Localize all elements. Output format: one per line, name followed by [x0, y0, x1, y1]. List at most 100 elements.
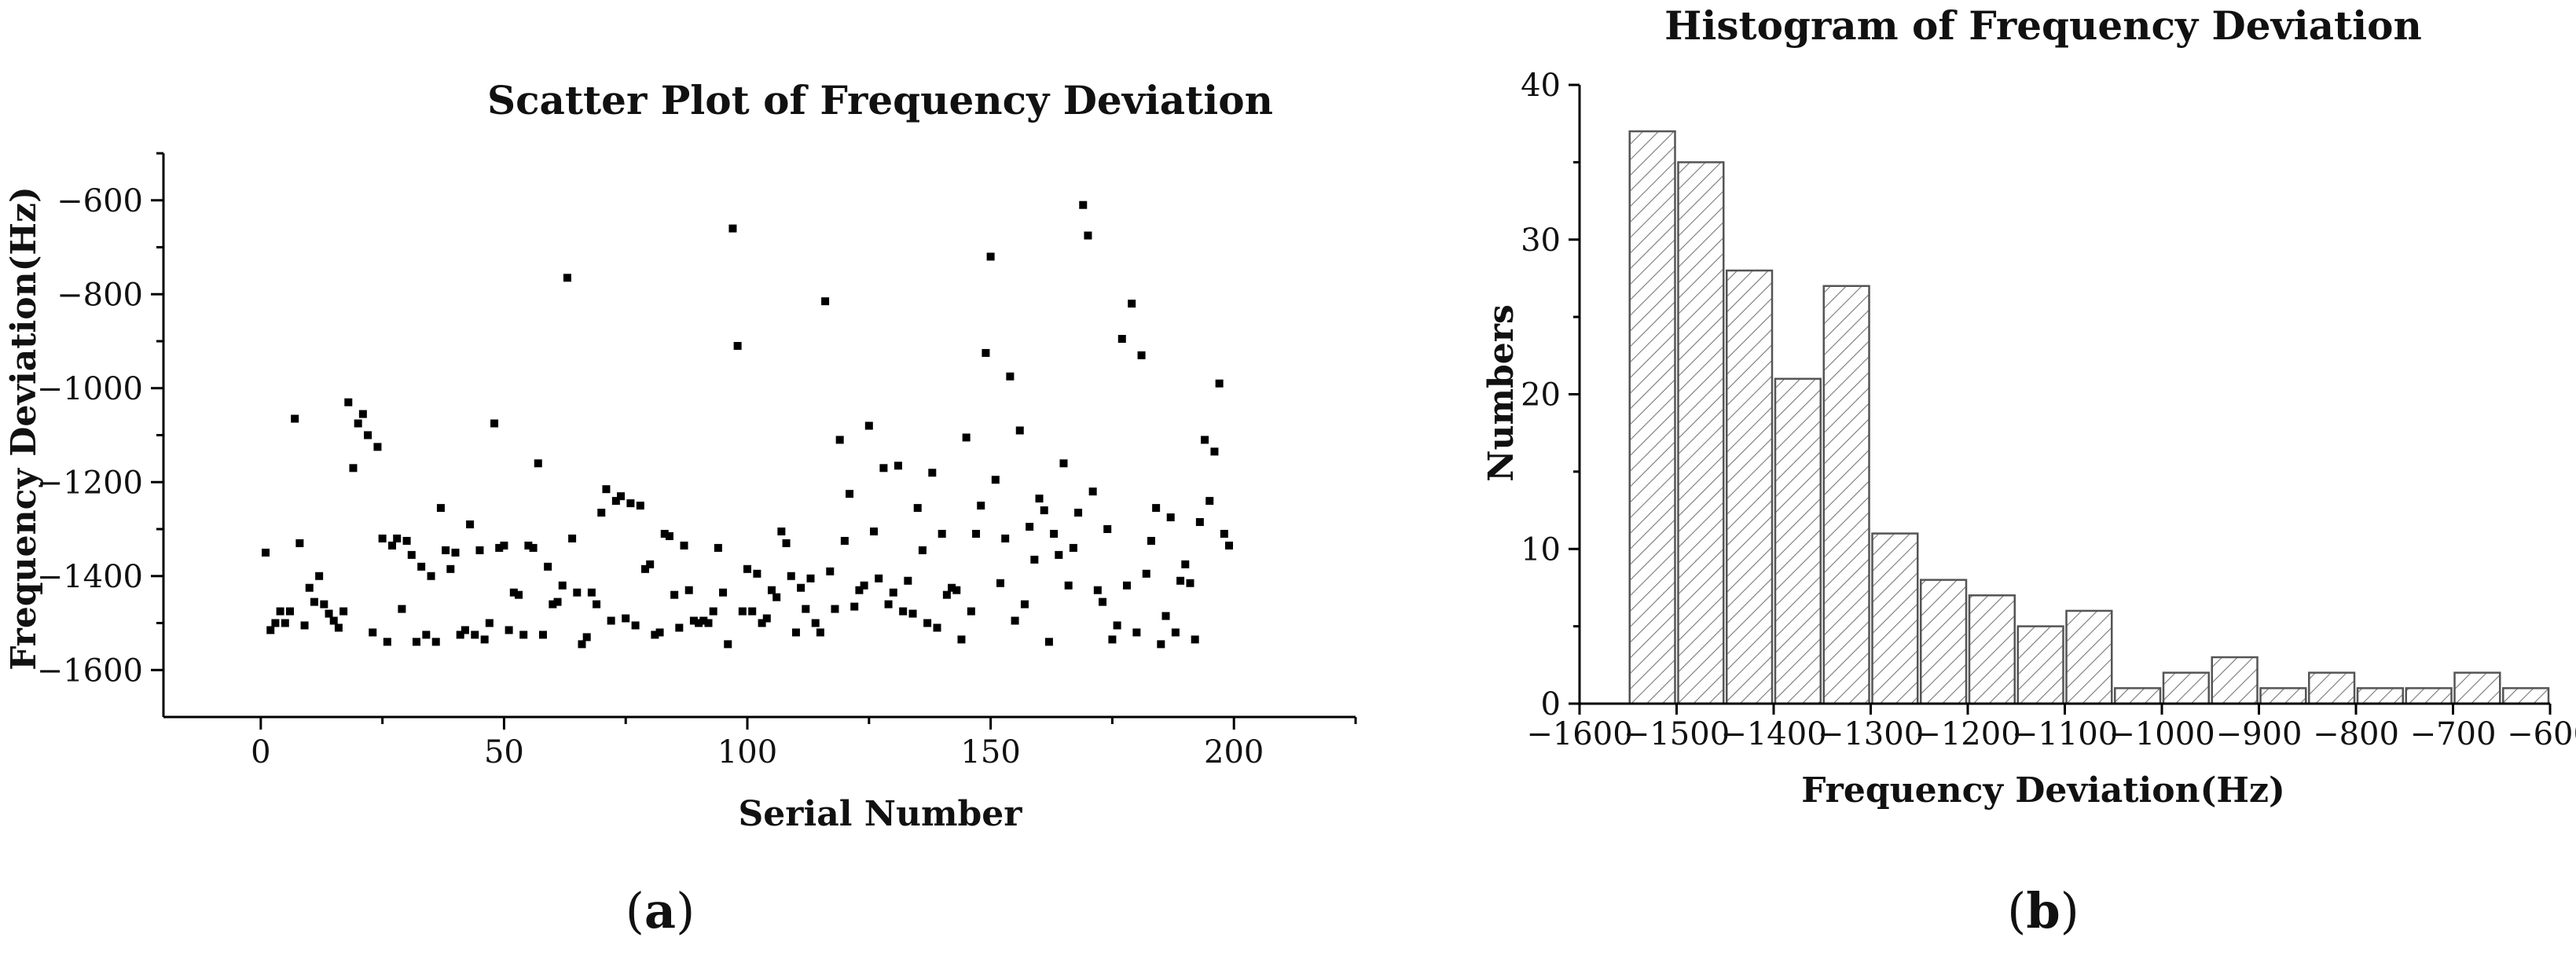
scatter-point [427, 572, 435, 580]
histogram-bar [1968, 594, 2016, 705]
scatter-point [967, 607, 975, 616]
histogram-title: Histogram of Frequency Deviation [1664, 2, 2422, 49]
scatter-point [1064, 581, 1073, 590]
scatter-point [587, 588, 596, 597]
scatter-point [1108, 635, 1117, 644]
scatter-point [977, 502, 985, 510]
scatter-point [553, 598, 562, 606]
scatter-point [665, 531, 673, 540]
scatter-point [1079, 200, 1088, 209]
histogram-y-tick-label: 0 [1541, 686, 1561, 723]
scatter-point [334, 623, 343, 632]
scatter-point [310, 598, 318, 606]
scatter-point [889, 588, 897, 597]
scatter-point [422, 631, 431, 639]
scatter-point [996, 579, 1004, 587]
scatter-point [398, 605, 406, 613]
scatter-point [816, 628, 824, 637]
scatter-point [1113, 621, 1121, 630]
scatter-point [320, 600, 328, 609]
scatter-x-tick-label: 150 [960, 734, 1020, 770]
scatter-point [622, 614, 630, 623]
scatter-point [1099, 598, 1107, 606]
scatter-point [1186, 579, 1194, 587]
scatter-x-tick-label: 50 [484, 734, 524, 770]
scatter-point [407, 550, 416, 559]
scatter-point [1220, 529, 1228, 538]
histogram-bar [2308, 671, 2356, 705]
scatter-point [831, 605, 839, 613]
scatter-point [908, 609, 917, 618]
histogram-x-tick-label: −1500 [1624, 716, 1730, 752]
scatter-point [266, 626, 275, 634]
scatter-chart: Scatter Plot of Frequency Deviation 0 50 1… [4, 77, 1357, 834]
histogram-x-tick-label: −800 [2313, 716, 2399, 752]
scatter-point [884, 600, 893, 609]
scatter-point [354, 419, 362, 428]
scatter-point [899, 607, 908, 616]
scatter-point [655, 628, 664, 637]
histogram-bar [1822, 285, 1870, 705]
scatter-point [1205, 497, 1214, 506]
scatter-point [519, 631, 528, 639]
panel-label-b-open: ( [2007, 882, 2026, 939]
scatter-point [709, 607, 717, 616]
scatter-point [383, 638, 391, 646]
scatter-point [1011, 616, 1019, 625]
scatter-point [466, 520, 475, 529]
histogram-bar [1871, 532, 1919, 705]
scatter-point [451, 548, 460, 557]
scatter-point [724, 640, 732, 649]
scatter-point [524, 541, 533, 550]
scatter-point [875, 574, 883, 583]
histogram-bar [2162, 671, 2210, 705]
scatter-point [471, 631, 479, 639]
histogram-y-tick-label: 30 [1521, 222, 1561, 259]
histogram-bar [2453, 671, 2501, 705]
scatter-point [305, 583, 314, 592]
histogram-x-tick-label: −1600 [1526, 716, 1632, 752]
histogram-bar [1677, 161, 1725, 705]
histogram-x-tick-label: −900 [2216, 716, 2303, 752]
histogram-x-tick-label: −1200 [1914, 716, 2020, 752]
scatter-title: Scatter Plot of Frequency Deviation [487, 77, 1273, 123]
scatter-point [777, 527, 786, 535]
scatter-point [300, 621, 309, 630]
scatter-point [417, 562, 426, 571]
scatter-point [772, 593, 781, 601]
histogram-y-tick-label: 20 [1521, 377, 1561, 414]
scatter-point [276, 607, 284, 616]
scatter-point [529, 543, 538, 552]
scatter-point [986, 252, 995, 261]
scatter-point [802, 605, 810, 613]
scatter-point [262, 548, 270, 557]
scatter-point [719, 588, 728, 597]
scatter-point [835, 436, 844, 444]
scatter-point [1020, 600, 1029, 609]
scatter-point [1040, 506, 1048, 515]
scatter-point [646, 560, 655, 568]
scatter-point [680, 541, 688, 550]
scatter-point [1044, 638, 1053, 646]
scatter-x-tick-label: 0 [251, 734, 270, 770]
scatter-point [957, 635, 966, 644]
scatter-point [1147, 536, 1155, 545]
scatter-point [860, 581, 868, 590]
scatter-y-axis-title: Frequency Deviation(Hz) [4, 186, 44, 671]
scatter-point [1195, 518, 1204, 527]
scatter-point [329, 616, 338, 625]
scatter-point [1166, 513, 1175, 522]
scatter-point [728, 224, 737, 233]
scatter-point [782, 539, 791, 547]
histogram-bar [1920, 579, 1968, 705]
scatter-point [593, 600, 601, 609]
scatter-point [689, 616, 698, 625]
scatter-point [651, 631, 659, 639]
scatter-point [767, 586, 776, 594]
scatter-point [1137, 351, 1146, 359]
scatter-point [509, 588, 518, 597]
panel-label-a-open: ( [626, 882, 644, 939]
scatter-y-tick-label: −800 [57, 277, 143, 313]
scatter-point [446, 564, 455, 573]
scatter-point [480, 635, 489, 644]
